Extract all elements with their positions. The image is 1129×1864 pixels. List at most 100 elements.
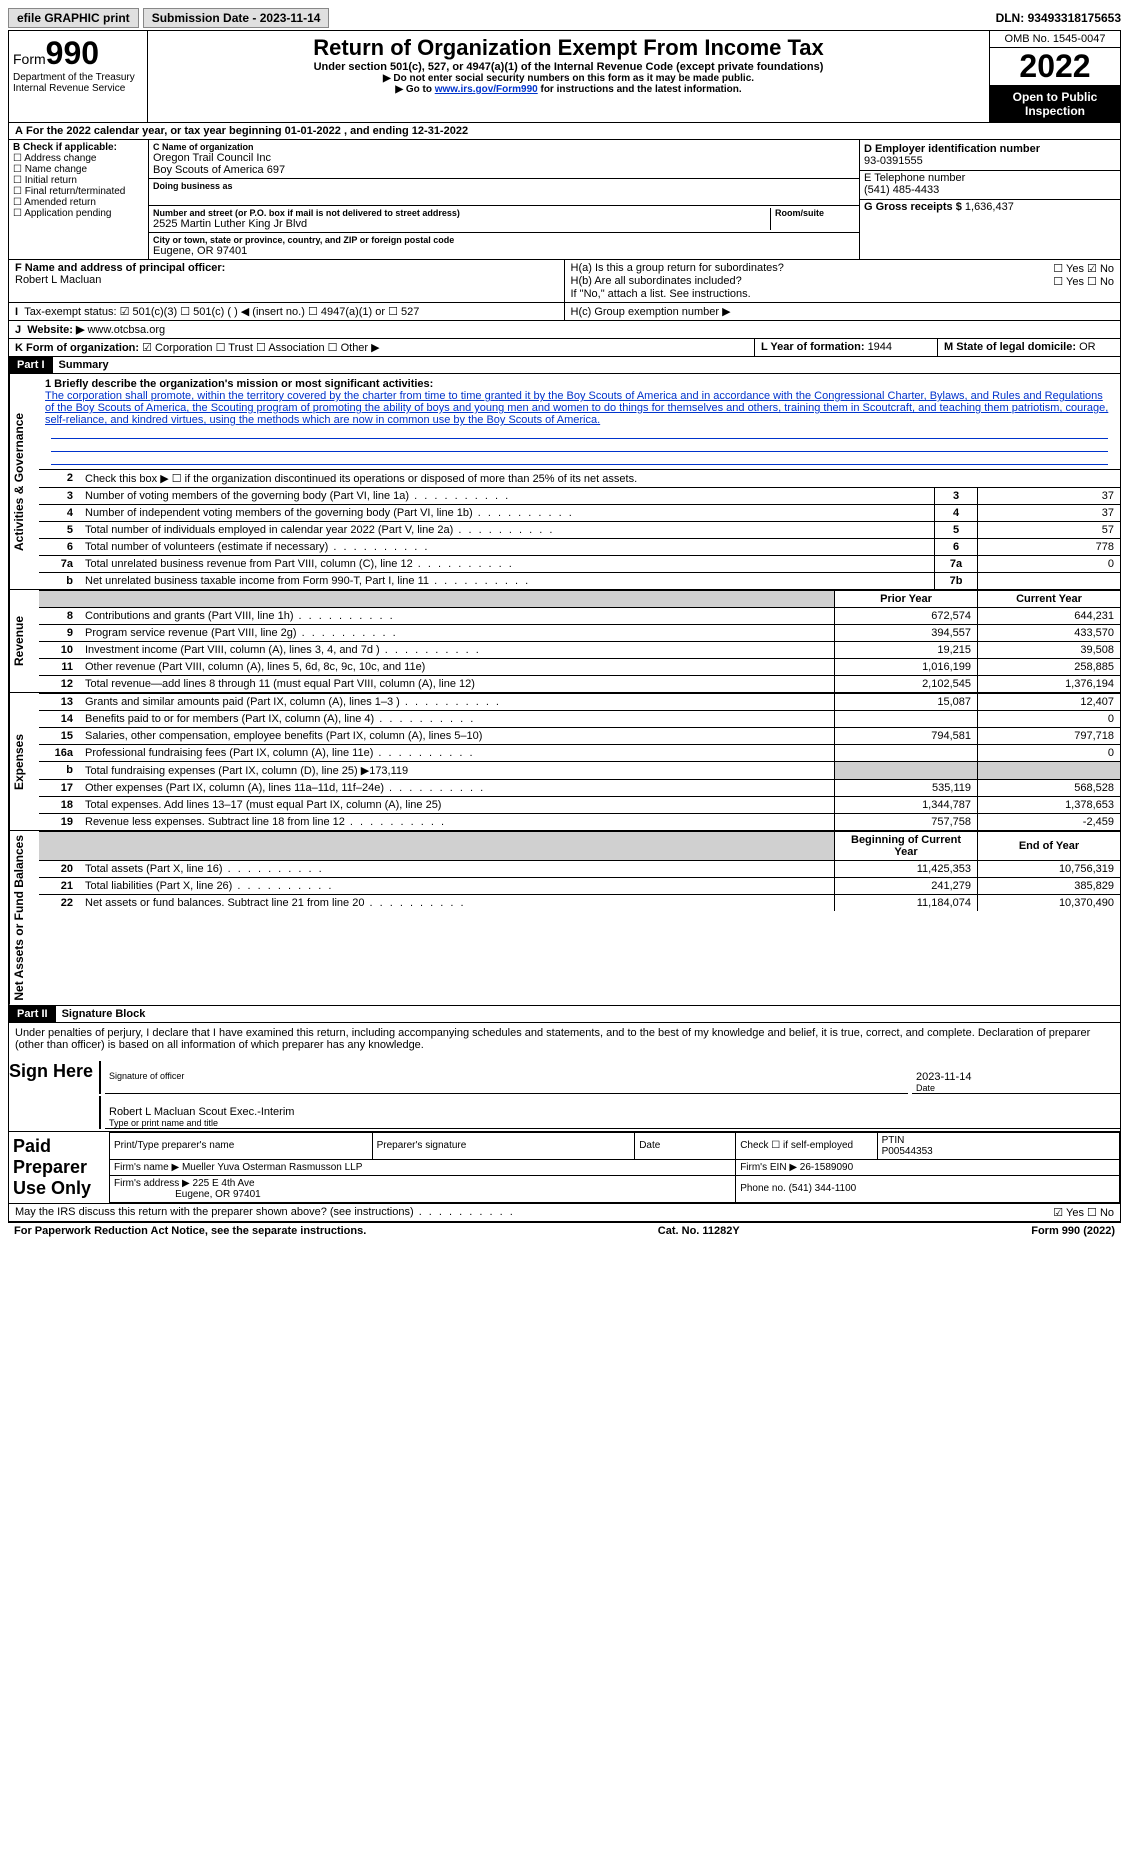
g-label: G Gross receipts $ [864, 201, 965, 213]
cb-association[interactable]: Association [256, 342, 325, 354]
curr: 0 [978, 745, 1121, 762]
form-subtitle: Under section 501(c), 527, or 4947(a)(1)… [154, 61, 983, 73]
discuss-yes[interactable]: Yes [1053, 1207, 1084, 1219]
p-sig-label: Preparer's signature [372, 1132, 635, 1159]
cb-501c3[interactable]: 501(c)(3) [120, 306, 178, 318]
desc: Number of independent voting members of … [79, 505, 935, 522]
topbar: efile GRAPHIC print Submission Date - 20… [8, 8, 1121, 28]
cb-corporation[interactable]: Corporation [142, 342, 212, 354]
desc: Net unrelated business taxable income fr… [79, 573, 935, 590]
f-label: F Name and address of principal officer: [15, 262, 225, 274]
val: 0 [978, 556, 1121, 573]
sign-here-block: Sign Here Signature of officer 2023-11-1… [9, 1061, 1120, 1131]
curr: 568,528 [978, 780, 1121, 797]
section-ihc: I Tax-exempt status: 501(c)(3) 501(c) ( … [9, 303, 1120, 321]
ln: 22 [39, 895, 79, 912]
ln: 4 [39, 505, 79, 522]
p-check[interactable]: Check ☐ if self-employed [736, 1132, 877, 1159]
firm-ein: 26-1589090 [800, 1162, 853, 1173]
part2-bar: Part II Signature Block [9, 1006, 1120, 1023]
prior: 757,758 [835, 814, 978, 831]
side-netassets: Net Assets or Fund Balances [9, 831, 39, 1005]
irs-link[interactable]: www.irs.gov/Form990 [435, 84, 538, 95]
cb-501c[interactable]: 501(c) ( ) ◀ (insert no.) [180, 306, 305, 318]
form-note-ssn: ▶ Do not enter social security numbers o… [154, 73, 983, 84]
curr: -2,459 [978, 814, 1121, 831]
c-name-label: C Name of organization [153, 142, 855, 152]
curr: 433,570 [978, 625, 1121, 642]
governance-block: Activities & Governance 1 Briefly descri… [9, 374, 1120, 590]
cb-application-pending[interactable]: Application pending [13, 208, 144, 219]
j-label: Website: ▶ [27, 324, 84, 336]
m-label: M State of legal domicile: [944, 341, 1079, 353]
cb-trust[interactable]: Trust [216, 342, 253, 354]
officer-name: Robert L Macluan [15, 274, 558, 286]
ln: 11 [39, 659, 79, 676]
form-page: Form 990 (2022) [1031, 1225, 1115, 1237]
desc: Grants and similar amounts paid (Part IX… [79, 694, 835, 711]
hdr-prior: Prior Year [835, 591, 978, 608]
val: 37 [978, 505, 1121, 522]
ln: 14 [39, 711, 79, 728]
ln: 15 [39, 728, 79, 745]
hdr-end: End of Year [978, 832, 1121, 861]
open-public: Open to Public Inspection [990, 86, 1120, 122]
key: 7b [935, 573, 978, 590]
cb-527[interactable]: 527 [388, 306, 419, 318]
cb-amended-return[interactable]: Amended return [13, 197, 144, 208]
preparer-table: Print/Type preparer's name Preparer's si… [109, 1132, 1120, 1203]
ln: 18 [39, 797, 79, 814]
end: 10,756,319 [978, 861, 1121, 878]
paid-preparer-block: Paid Preparer Use Only Print/Type prepar… [9, 1131, 1120, 1204]
prior: 672,574 [835, 608, 978, 625]
part2-title: Part II [9, 1006, 56, 1022]
desc: Salaries, other compensation, employee b… [79, 728, 835, 745]
a-end: 12-31-2022 [412, 125, 468, 137]
section-klm: K Form of organization: Corporation Trus… [9, 339, 1120, 357]
section-b: B Check if applicable: Address change Na… [9, 140, 149, 259]
ln: 5 [39, 522, 79, 539]
net-table: Beginning of Current YearEnd of Year 20T… [39, 831, 1120, 911]
hb-no[interactable]: No [1087, 276, 1114, 288]
firm-name: Mueller Yuva Osterman Rasmusson LLP [182, 1162, 362, 1173]
desc: Contributions and grants (Part VIII, lin… [79, 608, 835, 625]
expenses-block: Expenses 13Grants and similar amounts pa… [9, 693, 1120, 831]
cb-name-change[interactable]: Name change [13, 164, 144, 175]
ln: 16a [39, 745, 79, 762]
blank-line [51, 452, 1108, 465]
ln: 21 [39, 878, 79, 895]
desc: Total expenses. Add lines 13–17 (must eq… [79, 797, 835, 814]
val: 57 [978, 522, 1121, 539]
phone-value: (541) 485-4433 [864, 184, 1116, 196]
dln-value: 93493318175653 [1028, 11, 1121, 25]
cb-4947[interactable]: 4947(a)(1) or [308, 306, 385, 318]
discuss-no[interactable]: No [1087, 1207, 1114, 1219]
begin: 241,279 [835, 878, 978, 895]
tax-year: 2022 [990, 48, 1120, 86]
submission-label: Submission Date - [152, 11, 260, 25]
ha-yes[interactable]: Yes [1053, 263, 1084, 275]
street-label: Number and street (or P.O. box if mail i… [153, 208, 770, 218]
dln-box: DLN: 93493318175653 [996, 11, 1121, 25]
ln: 9 [39, 625, 79, 642]
b-label: B Check if applicable: [13, 142, 117, 153]
cb-other[interactable]: Other ▶ [328, 342, 380, 354]
efile-print-button[interactable]: efile GRAPHIC print [8, 8, 139, 28]
ha-no[interactable]: No [1087, 263, 1114, 275]
section-fh: F Name and address of principal officer:… [9, 260, 1120, 303]
officer-typed-name: Robert L Macluan Scout Exec.-Interim [109, 1106, 294, 1118]
cb-address-change[interactable]: Address change [13, 153, 144, 164]
ln: 12 [39, 676, 79, 693]
firm-addr-label: Firm's address ▶ [114, 1178, 193, 1189]
curr: 258,885 [978, 659, 1121, 676]
cb-initial-return[interactable]: Initial return [13, 175, 144, 186]
goto-pre: ▶ Go to [395, 84, 434, 95]
hb-yes[interactable]: Yes [1053, 276, 1084, 288]
header-right: OMB No. 1545-0047 2022 Open to Public In… [989, 31, 1120, 122]
cb-final-return[interactable]: Final return/terminated [13, 186, 144, 197]
section-c: C Name of organization Oregon Trail Coun… [149, 140, 860, 259]
key: 6 [935, 539, 978, 556]
hc-label: H(c) Group exemption number ▶ [565, 303, 1121, 320]
prior: 535,119 [835, 780, 978, 797]
ptin-label: PTIN [882, 1135, 905, 1146]
